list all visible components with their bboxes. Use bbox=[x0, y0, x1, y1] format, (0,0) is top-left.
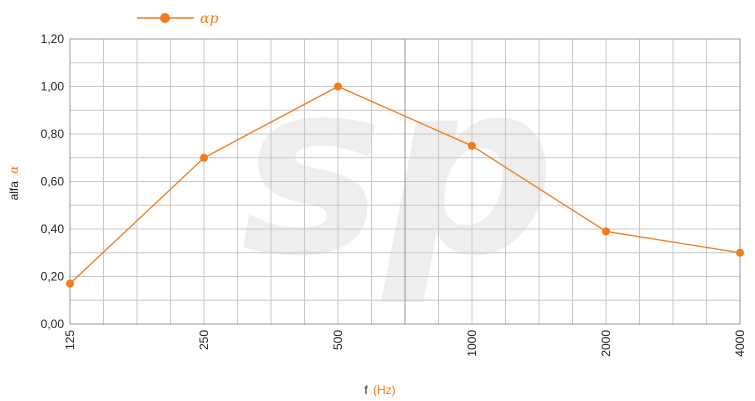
y-axis-label-text: alfa bbox=[7, 181, 21, 201]
x-axis-label-text: f bbox=[364, 383, 368, 397]
y-tick-label: 1,00 bbox=[41, 80, 65, 94]
y-tick-label: 0,00 bbox=[41, 317, 65, 331]
y-tick-label: 0,40 bbox=[41, 222, 65, 236]
x-axis-label: f (Hz) bbox=[364, 383, 395, 397]
legend-label: αp bbox=[200, 11, 218, 27]
data-point bbox=[468, 141, 476, 150]
y-tick-label: 0,80 bbox=[41, 127, 65, 141]
legend-marker bbox=[160, 13, 170, 23]
data-point bbox=[200, 153, 208, 162]
data-point bbox=[602, 227, 610, 236]
x-tick-label: 125 bbox=[63, 330, 77, 350]
plot-frame bbox=[69, 38, 741, 325]
watermark: sp bbox=[241, 29, 556, 309]
x-axis-label-unit: (Hz) bbox=[373, 383, 396, 397]
tick-labels: 0,00 0,20 0,40 0,60 0,80 1,00 1,20 125 250 500 100… bbox=[41, 32, 747, 357]
series-layer bbox=[66, 82, 744, 288]
y-axis-label: alfa α bbox=[7, 166, 21, 201]
legend: αp bbox=[137, 11, 218, 27]
data-point bbox=[334, 82, 342, 91]
grid bbox=[69, 38, 741, 325]
series-line bbox=[69, 85, 741, 285]
y-tick-label: 1,20 bbox=[41, 32, 65, 46]
y-tick-label: 0,20 bbox=[41, 270, 65, 284]
x-tick-label: 500 bbox=[331, 330, 345, 350]
y-tick-label: 0,60 bbox=[41, 175, 65, 189]
data-point bbox=[736, 248, 744, 257]
data-point bbox=[66, 279, 74, 288]
x-tick-label: 1000 bbox=[465, 330, 479, 357]
x-tick-label: 250 bbox=[197, 330, 211, 350]
x-tick-label: 4000 bbox=[733, 330, 747, 357]
y-axis-label-symbol: α bbox=[7, 166, 21, 174]
x-tick-label: 2000 bbox=[599, 330, 613, 357]
